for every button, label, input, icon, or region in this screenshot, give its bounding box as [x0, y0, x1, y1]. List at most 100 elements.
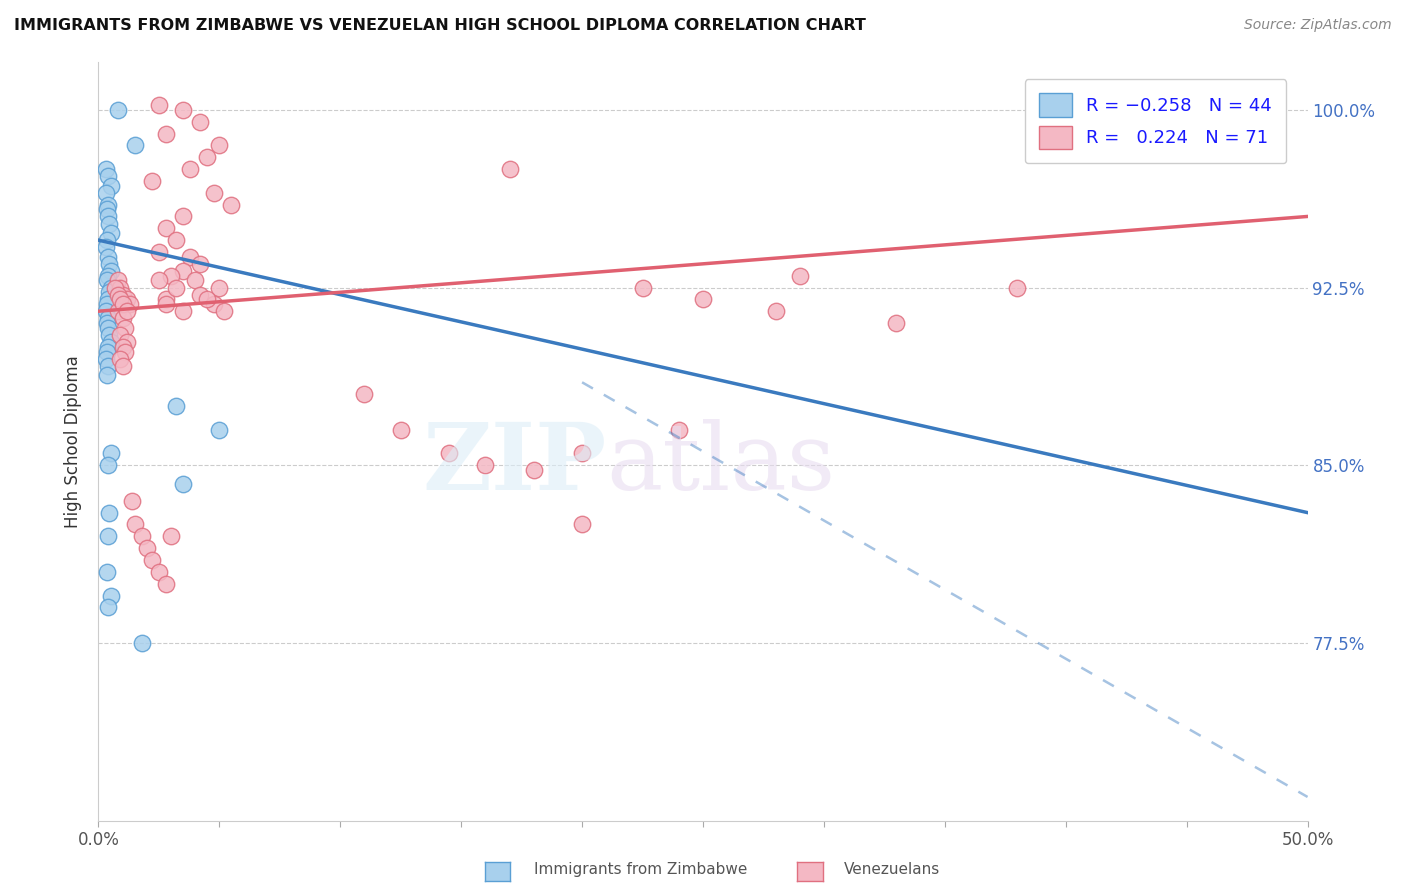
Point	[631, 280, 654, 294]
Point	[97, 197, 120, 211]
Point	[172, 477, 194, 491]
Point	[111, 311, 134, 326]
Text: Source: ZipAtlas.com: Source: ZipAtlas.com	[1244, 18, 1392, 32]
Point	[94, 162, 117, 177]
Point	[96, 316, 118, 330]
Point	[172, 304, 194, 318]
Point	[221, 197, 243, 211]
Point	[97, 359, 120, 373]
Point	[100, 178, 122, 193]
Point	[195, 293, 218, 307]
Point	[97, 169, 120, 183]
Point	[172, 210, 194, 224]
Point	[188, 257, 211, 271]
Point	[96, 368, 118, 383]
Text: Venezuelans: Venezuelans	[844, 863, 939, 877]
Point	[94, 240, 117, 254]
Point	[131, 529, 153, 543]
Point	[97, 293, 120, 307]
Point	[208, 138, 231, 153]
Point	[96, 202, 118, 217]
Point	[135, 541, 157, 556]
Point	[98, 285, 121, 300]
Point	[474, 458, 496, 473]
Point	[97, 340, 120, 354]
Point	[111, 287, 134, 301]
Point	[111, 340, 134, 354]
Legend: R = −0.258   N = 44, R =   0.224   N = 71: R = −0.258 N = 44, R = 0.224 N = 71	[1025, 79, 1286, 163]
Point	[148, 244, 170, 259]
Point	[107, 304, 129, 318]
Point	[523, 463, 546, 477]
Point	[184, 273, 207, 287]
Point	[111, 297, 134, 311]
Point	[117, 293, 139, 307]
Point	[100, 280, 122, 294]
Point	[100, 334, 122, 349]
Point	[98, 217, 121, 231]
Point	[204, 186, 226, 200]
Point	[97, 268, 120, 283]
Y-axis label: High School Diploma: High School Diploma	[65, 355, 83, 528]
Point	[141, 174, 163, 188]
Point	[108, 280, 131, 294]
Point	[571, 446, 593, 460]
Point	[94, 186, 117, 200]
Point	[117, 334, 139, 349]
Point	[98, 506, 121, 520]
Point	[498, 162, 520, 177]
Point	[165, 233, 187, 247]
Point	[141, 553, 163, 567]
Text: ZIP: ZIP	[422, 419, 606, 509]
Point	[188, 114, 211, 128]
Point	[97, 321, 120, 335]
Point	[208, 280, 231, 294]
Point	[97, 250, 120, 264]
Point	[571, 517, 593, 532]
Point	[172, 103, 194, 117]
Point	[94, 351, 117, 366]
Point	[155, 221, 177, 235]
Point	[789, 268, 811, 283]
Point	[107, 287, 129, 301]
Point	[353, 387, 375, 401]
Point	[107, 103, 129, 117]
Point	[117, 304, 139, 318]
Point	[114, 344, 136, 359]
Point	[155, 127, 177, 141]
Point	[212, 304, 235, 318]
Point	[172, 264, 194, 278]
Point	[100, 589, 122, 603]
Point	[188, 287, 211, 301]
Point	[108, 351, 131, 366]
Point	[195, 150, 218, 164]
Point	[98, 257, 121, 271]
Point	[124, 138, 146, 153]
Point	[97, 311, 120, 326]
Point	[692, 293, 714, 307]
Point	[208, 423, 231, 437]
Point	[148, 565, 170, 579]
Text: atlas: atlas	[606, 419, 835, 509]
Point	[389, 423, 412, 437]
Point	[179, 250, 201, 264]
Point	[1007, 280, 1029, 294]
Point	[148, 98, 170, 112]
Point	[111, 359, 134, 373]
Point	[100, 264, 122, 278]
Point	[96, 273, 118, 287]
Point	[160, 268, 183, 283]
Point	[668, 423, 690, 437]
Point	[179, 162, 201, 177]
Point	[107, 273, 129, 287]
Point	[96, 565, 118, 579]
Point	[118, 297, 141, 311]
Point	[148, 273, 170, 287]
Point	[108, 293, 131, 307]
Point	[96, 233, 118, 247]
Point	[131, 636, 153, 650]
Text: Immigrants from Zimbabwe: Immigrants from Zimbabwe	[534, 863, 748, 877]
Point	[97, 458, 120, 473]
Point	[98, 327, 121, 342]
Point	[121, 493, 143, 508]
